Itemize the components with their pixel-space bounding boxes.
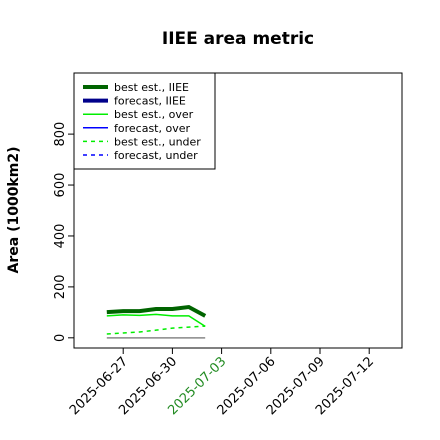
y-tick-label: 400	[53, 224, 68, 249]
series-line	[106, 325, 206, 335]
y-tick-label: 200	[53, 274, 68, 299]
legend-label: forecast, IIEE	[114, 95, 186, 108]
series-line	[106, 313, 206, 327]
chart-title: IIEE area metric	[162, 29, 314, 49]
y-tick-label: 600	[53, 173, 68, 198]
legend-label: best est., IIEE	[114, 81, 189, 94]
legend-label: best est., over	[114, 108, 194, 121]
series-line	[106, 304, 207, 318]
y-tick-label: 0	[53, 334, 68, 342]
legend-label: forecast, over	[114, 122, 190, 135]
y-tick-label: 800	[53, 122, 68, 147]
plot-frame	[73, 72, 403, 349]
y-axis-label: Area (1000km2)	[6, 147, 22, 274]
legend-label: best est., under	[114, 135, 201, 148]
legend-label: forecast, under	[114, 149, 198, 162]
